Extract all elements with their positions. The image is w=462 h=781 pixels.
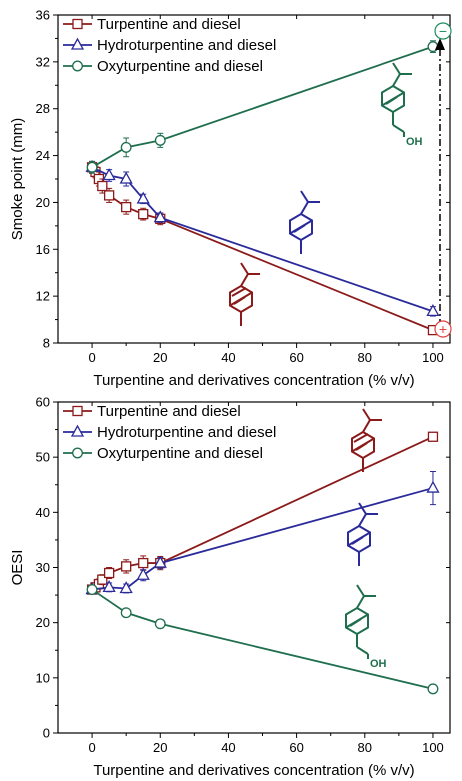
double-bond — [231, 287, 247, 297]
y-tick-label: 10 — [36, 670, 50, 685]
oxyturpentine-molecule-icon: OH — [381, 62, 423, 148]
series-2 — [85, 471, 440, 595]
data-point — [154, 618, 166, 630]
x-tick-label: 60 — [289, 350, 303, 365]
x-tick-label: 0 — [88, 350, 95, 365]
data-point — [427, 683, 439, 695]
data-point — [102, 580, 116, 593]
legend-marker — [72, 405, 83, 417]
plus-sign-label: + — [439, 321, 447, 337]
minus-sign-label: − — [439, 23, 447, 39]
x-tick-label: 60 — [289, 740, 303, 755]
y-tick-label: 8 — [43, 336, 50, 351]
molecule-oh-label: OH — [370, 658, 387, 670]
turpentine-molecule-icon — [229, 262, 260, 326]
data-point — [153, 210, 167, 223]
legend: Turpentine and diesel Hydroturpentine and… — [63, 403, 276, 462]
y-tick-label: 12 — [36, 289, 50, 304]
oxyturpentine-molecule-icon-2: OH — [345, 584, 387, 670]
legend-label: Hydroturpentine and diesel — [97, 424, 276, 441]
x-axis-label: Turpentine and derivatives concentration… — [93, 372, 414, 389]
legend-marker — [72, 447, 83, 459]
series-3 — [86, 40, 439, 174]
y-tick-label: 16 — [36, 242, 50, 257]
data-point — [103, 190, 115, 201]
x-tick-label: 20 — [153, 350, 167, 365]
y-tick-label: 32 — [36, 54, 50, 69]
series-line — [91, 166, 434, 313]
data-point — [86, 584, 98, 596]
y-tick-label: 50 — [36, 450, 50, 465]
series-line — [91, 588, 434, 690]
arrow-head-icon — [435, 38, 445, 50]
minus-sign-icon — [434, 22, 452, 40]
x-tick-label: 80 — [358, 740, 372, 755]
x-tick-label: 20 — [153, 740, 167, 755]
y-tick-label: 40 — [36, 505, 50, 520]
chart-panel-1: 0 20 40 60 80 100 8 12 16 20 24 28 32 36 Turpentine an… — [9, 8, 452, 389]
x-tick-label: 100 — [422, 740, 444, 755]
y-tick-label: 60 — [36, 395, 50, 410]
y-tick-label: 20 — [36, 195, 50, 210]
y-tick-label: 28 — [36, 101, 50, 116]
data-point — [136, 191, 150, 204]
y-tick-label: 24 — [36, 148, 50, 163]
data-point — [153, 555, 167, 568]
data-point — [427, 431, 439, 442]
data-point — [102, 168, 116, 181]
data-point — [136, 567, 150, 580]
x-tick-label: 0 — [88, 740, 95, 755]
chart-panel-2: 0 20 40 60 80 100 0 10 20 30 40 50 60 Turpentine and … — [9, 395, 451, 779]
series-line — [91, 45, 434, 169]
data-point — [97, 180, 108, 192]
data-point — [119, 581, 133, 594]
x-tick-label: 40 — [221, 740, 235, 755]
y-tick-label: 36 — [36, 8, 50, 23]
double-bond — [353, 433, 369, 443]
x-axis-label: Turpentine and derivatives concentration… — [93, 762, 414, 779]
legend-label: Oxyturpentine and diesel — [97, 445, 263, 462]
plus-sign-icon — [434, 320, 452, 338]
y-axis-label: Smoke point (mm) — [9, 118, 26, 241]
data-point — [426, 304, 440, 317]
data-point — [121, 561, 132, 572]
legend-marker — [70, 424, 85, 437]
data-point — [426, 480, 440, 493]
legend-marker — [72, 18, 83, 30]
y-tick-label: 0 — [43, 726, 50, 741]
x-tick-label: 40 — [221, 350, 235, 365]
data-point — [86, 161, 98, 173]
legend-label: Turpentine and diesel — [97, 403, 241, 420]
molecule-oh-label: OH — [406, 136, 423, 148]
y-tick-label: 30 — [36, 560, 50, 575]
data-point — [97, 574, 108, 585]
legend: Turpentine and diesel Hydroturpentine and… — [63, 16, 276, 75]
series-3 — [86, 584, 439, 695]
hydroturpentine-molecule-icon-2 — [347, 502, 378, 566]
legend-label: Oxyturpentine and diesel — [97, 58, 263, 75]
data-point — [120, 607, 132, 619]
series-1 — [86, 160, 439, 336]
data-point — [138, 557, 149, 569]
x-tick-label: 100 — [422, 350, 444, 365]
legend-marker — [70, 37, 85, 50]
data-point — [103, 567, 115, 579]
hydroturpentine-molecule-icon — [289, 190, 320, 254]
data-point — [119, 171, 133, 184]
turpentine-molecule-icon-2 — [351, 408, 382, 472]
data-point — [154, 134, 166, 146]
data-point — [120, 141, 132, 153]
y-tick-label: 20 — [36, 615, 50, 630]
legend-label: Hydroturpentine and diesel — [97, 37, 276, 54]
data-point — [138, 208, 149, 220]
series-2 — [85, 159, 440, 317]
legend-marker — [72, 60, 83, 72]
x-tick-label: 80 — [358, 350, 372, 365]
data-point — [121, 201, 132, 213]
y-axis-label: OESI — [9, 550, 26, 586]
legend-label: Turpentine and diesel — [97, 16, 241, 33]
